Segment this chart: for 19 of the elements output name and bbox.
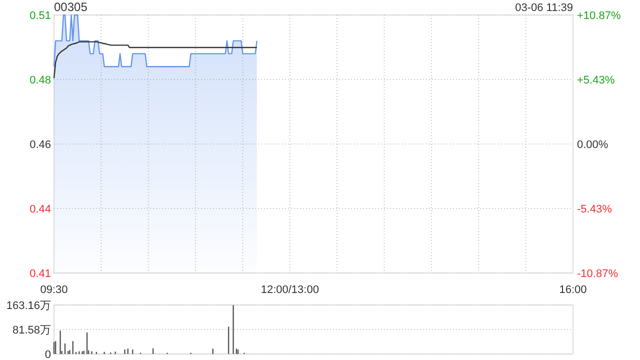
y2-tick-label: -10.87% <box>577 268 618 280</box>
y2-tick-label: 0.00% <box>577 138 608 151</box>
x-tick-label: 12:00/13:00 <box>260 284 319 296</box>
y2-tick-label: +5.43% <box>577 74 615 86</box>
y-tick-label: 0.44 <box>30 203 51 216</box>
y-tick-label: 163.16万 <box>6 300 51 312</box>
y-tick-label: 0.48 <box>30 74 51 86</box>
y-tick-label: 0.41 <box>30 268 51 280</box>
x-tick-label: 16:00 <box>559 284 587 296</box>
line-series <box>53 41 258 79</box>
y-tick-label: 0.46 <box>30 138 51 151</box>
text: 03-06 11:39 <box>515 2 573 14</box>
y-tick-label: 0.51 <box>30 10 51 22</box>
y2-tick-label: -5.43% <box>577 203 612 216</box>
y2-tick-label: +10.87% <box>577 10 621 22</box>
y-tick-label: 0 <box>44 348 51 360</box>
y-tick-label: 81.58万 <box>12 324 51 336</box>
x-tick-label: 09:30 <box>40 284 68 296</box>
chart-title: 00305 <box>54 0 88 14</box>
